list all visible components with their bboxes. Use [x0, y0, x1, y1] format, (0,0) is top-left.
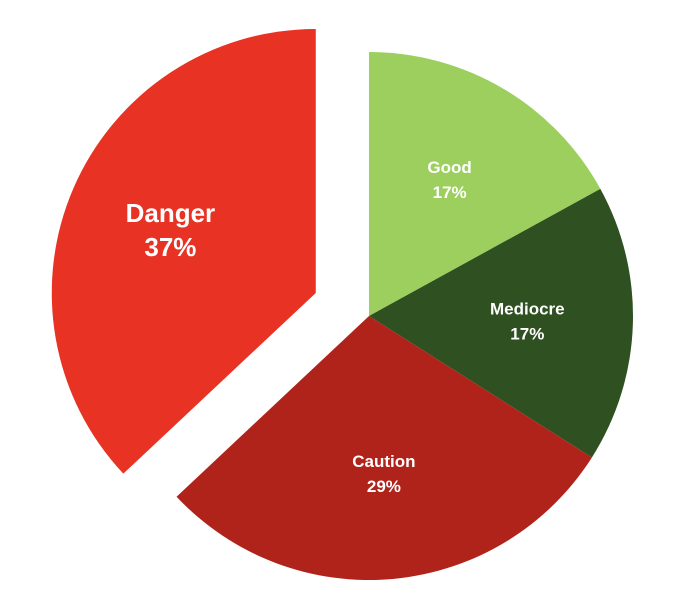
slice-name-good: Good: [427, 158, 471, 177]
label-danger: Danger 37%: [126, 198, 216, 262]
slice-name-caution: Caution: [352, 452, 415, 471]
slice-percent-good: 17%: [433, 183, 467, 202]
label-caution: Caution 29%: [352, 452, 415, 496]
slice-caution: [176, 316, 592, 580]
slice-danger: [51, 28, 316, 474]
pie-slices: [51, 28, 633, 580]
slice-good: [369, 52, 601, 316]
pie-labels: Good 17% Mediocre 17% Caution 29% Danger 37%: [126, 158, 565, 496]
label-good: Good 17%: [427, 158, 471, 202]
slice-percent-danger: 37%: [144, 232, 196, 262]
slice-percent-mediocre: 17%: [510, 324, 544, 343]
slice-percent-caution: 29%: [367, 477, 401, 496]
label-mediocre: Mediocre 17%: [490, 299, 565, 343]
slice-mediocre: [369, 188, 633, 458]
slice-name-danger: Danger: [126, 198, 216, 228]
slice-name-mediocre: Mediocre: [490, 299, 565, 318]
